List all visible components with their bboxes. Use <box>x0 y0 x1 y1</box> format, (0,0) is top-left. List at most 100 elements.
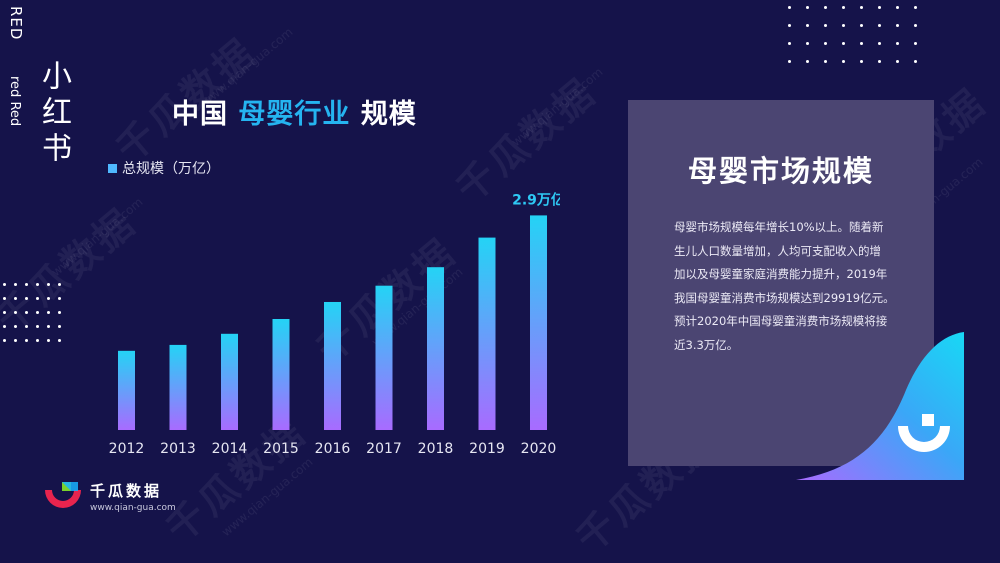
dot <box>14 283 17 286</box>
dot <box>3 311 6 314</box>
dot <box>3 297 6 300</box>
dot <box>860 42 863 45</box>
panel-line: 预计2020年中国母婴童消费市场规模将接 <box>674 314 888 328</box>
panel-line: 近3.3万亿。 <box>674 337 739 352</box>
x-tick-label: 2019 <box>469 441 505 457</box>
dot <box>36 311 39 314</box>
dot <box>47 283 50 286</box>
dot <box>914 60 917 63</box>
x-tick-label: 2013 <box>160 441 196 457</box>
x-tick-label: 2015 <box>263 441 299 457</box>
dot <box>842 24 845 27</box>
dot <box>824 6 827 9</box>
dot <box>896 6 899 9</box>
bar-2012 <box>118 350 135 430</box>
brand-cn: 小红书 <box>36 60 71 168</box>
dot <box>896 60 899 63</box>
page-title: 中国 母婴行业 规模 <box>172 92 417 131</box>
panel-description: 母婴市场规模每年增长10%以上。随着新 生儿人口数量增加，人均可支配收入的增 加… <box>674 216 910 357</box>
bar-2015 <box>272 319 290 430</box>
panel-line: 生儿人口数量增加，人均可支配收入的增 <box>674 243 881 258</box>
panel-line: 加以及母婴童家庭消费能力提升，2019年 <box>674 267 888 281</box>
dot <box>25 311 28 314</box>
dot <box>878 6 881 9</box>
dot-grid-top-right <box>788 6 917 63</box>
dot <box>914 24 917 27</box>
x-tick-label: 2017 <box>366 441 402 457</box>
logo-url: www.qian-gua.com <box>90 503 176 513</box>
info-panel: 母婴市场规模 <box>628 100 934 466</box>
dot <box>14 311 17 314</box>
wave-decoration <box>796 332 964 480</box>
bar-2019 <box>478 237 496 430</box>
dot <box>914 6 917 9</box>
dot <box>47 297 50 300</box>
data-label-2020: 2.9万亿 <box>512 191 560 208</box>
dot <box>36 283 39 286</box>
x-tick-label: 2018 <box>418 441 454 457</box>
dot <box>842 60 845 63</box>
dot <box>47 325 50 328</box>
dot <box>824 60 827 63</box>
bar-2016 <box>324 301 341 430</box>
dot <box>25 283 28 286</box>
dot <box>788 42 791 45</box>
chart-legend: 总规模（万亿） <box>108 158 220 178</box>
dot <box>878 24 881 27</box>
x-tick-label: 2012 <box>109 441 145 457</box>
dot <box>788 60 791 63</box>
bar-2013 <box>169 344 187 430</box>
dot <box>14 297 17 300</box>
dot <box>25 325 28 328</box>
dot <box>47 339 50 342</box>
dot <box>896 42 899 45</box>
x-tick-label: 2020 <box>521 441 557 457</box>
dot <box>806 42 809 45</box>
dot <box>58 311 61 314</box>
legend-label: 总规模（万亿） <box>122 161 220 177</box>
dot <box>3 325 6 328</box>
dot <box>860 60 863 63</box>
dot <box>860 6 863 9</box>
x-tick-label: 2014 <box>212 441 248 457</box>
dot <box>842 42 845 45</box>
bar-2017 <box>375 285 393 430</box>
dot <box>25 297 28 300</box>
dot <box>14 325 17 328</box>
dot <box>36 339 39 342</box>
dot <box>58 339 61 342</box>
logo-mark-icon <box>898 414 950 452</box>
dot <box>36 325 39 328</box>
bar-2014 <box>221 333 238 430</box>
dot-grid-left <box>3 283 61 342</box>
dot <box>860 24 863 27</box>
panel-line: 我国母婴童消费市场规模达到29919亿元。 <box>674 290 895 305</box>
dot <box>896 24 899 27</box>
dot <box>914 42 917 45</box>
dot <box>806 60 809 63</box>
dot <box>878 60 881 63</box>
qiangua-logo-icon <box>45 482 81 508</box>
panel-line: 母婴市场规模每年增长10%以上。随着新 <box>674 220 884 234</box>
dot <box>878 42 881 45</box>
dot <box>58 325 61 328</box>
dot <box>3 283 6 286</box>
side-brand: RED red Red <box>2 4 32 134</box>
dot <box>3 339 6 342</box>
panel-title: 母婴市场规模 <box>687 154 874 188</box>
dot <box>25 339 28 342</box>
bar-chart: 2012 2013 2014 2015 2016 2017 2018 2019 2020 2.9万… <box>109 191 560 457</box>
logo-name: 千瓜数据 <box>90 482 163 500</box>
dot <box>788 24 791 27</box>
dot <box>788 6 791 9</box>
title-highlight: 母婴行业 <box>238 99 351 130</box>
bar-2018 <box>427 267 444 430</box>
dot <box>14 339 17 342</box>
brand-en-upper: RED <box>7 6 25 41</box>
dot <box>842 6 845 9</box>
title-part2: 规模 <box>360 99 417 130</box>
brand-en-lower: red Red <box>7 76 22 127</box>
dot <box>806 6 809 9</box>
title-part1: 中国 <box>172 99 228 130</box>
dot <box>824 42 827 45</box>
